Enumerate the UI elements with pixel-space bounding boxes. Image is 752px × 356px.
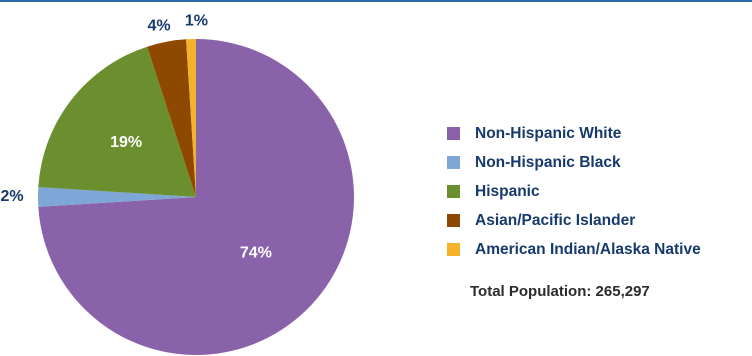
legend-item-hispanic: Hispanic [447, 177, 752, 206]
legend-label: Non-Hispanic Black [475, 153, 621, 171]
chart-legend: Non-Hispanic White Non-Hispanic Black Hi… [447, 119, 752, 264]
slice-label-hispanic: 19% [110, 134, 142, 151]
pie-slice-non-hispanic-white [38, 39, 354, 355]
pie-slice-labels: 74% 2% 19% 4% 1% [0, 12, 271, 261]
slice-label-asian-pacific-islander: 4% [147, 17, 170, 34]
pie-slice-hispanic [38, 46, 197, 198]
top-accent-rule [0, 0, 752, 2]
pie-slice-american-indian-alaska-native [186, 38, 196, 197]
legend-swatch [447, 127, 460, 140]
legend-swatch [447, 243, 460, 256]
legend-swatch [447, 214, 460, 227]
slice-label-american-indian-alaska-native: 1% [185, 12, 208, 29]
legend-swatch [447, 156, 460, 169]
legend-item-asian-pacific-islander: Asian/Pacific Islander [447, 206, 752, 235]
slice-label-non-hispanic-white: 74% [240, 244, 272, 261]
legend-item-american-indian-alaska-native: American Indian/Alaska Native [447, 235, 752, 264]
legend-swatch [447, 185, 460, 198]
legend-item-non-hispanic-white: Non-Hispanic White [447, 119, 752, 148]
total-population-label: Total Population: 265,297 [470, 283, 650, 300]
pie-slices [37, 38, 354, 355]
legend-item-non-hispanic-black: Non-Hispanic Black [447, 148, 752, 177]
pie-slice-asian-pacific-islander [147, 39, 196, 198]
legend-label: American Indian/Alaska Native [475, 240, 701, 258]
slice-label-non-hispanic-black: 2% [0, 188, 23, 205]
legend-label: Non-Hispanic White [475, 124, 622, 142]
legend-label: Hispanic [475, 182, 540, 200]
legend-label: Asian/Pacific Islander [475, 211, 636, 229]
pie-slice-non-hispanic-black [37, 187, 197, 207]
